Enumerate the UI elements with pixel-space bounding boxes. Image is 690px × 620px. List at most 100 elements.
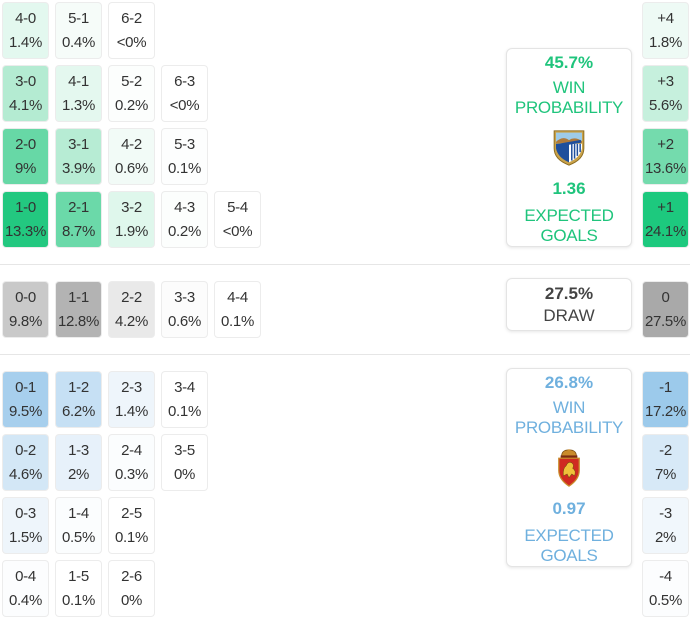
score-probability: 6.2% (62, 402, 95, 420)
score-cell: 5-2 0.2% (108, 65, 155, 122)
score-probability: 1.3% (62, 96, 95, 114)
away-win-label: PROBABILITY (514, 418, 624, 437)
margin-cell: +4 1.8% (642, 2, 689, 59)
margin-probability: 1.8% (649, 33, 682, 51)
score-probability: 0.6% (168, 312, 201, 330)
margin-label: -2 (659, 441, 672, 459)
score-probability: 0.1% (168, 159, 201, 177)
score-cell: 0-2 4.6% (2, 434, 49, 491)
score-cell: 4-1 1.3% (55, 65, 102, 122)
score-label: 6-2 (121, 9, 142, 27)
score-cell: 5-3 0.1% (161, 128, 208, 185)
score-probability: 4.2% (115, 312, 148, 330)
score-label: 1-2 (68, 378, 89, 396)
score-probability: 0.1% (115, 528, 148, 546)
score-probability: 4.6% (9, 465, 42, 483)
margin-cell: 0 27.5% (642, 281, 689, 338)
home-team-summary-card: 45.7% WIN PROBABILITY 1.36 EXPECTED GOAL… (506, 48, 632, 247)
score-cell: 3-5 0% (161, 434, 208, 491)
margin-cell: +2 13.6% (642, 128, 689, 185)
score-cell: 2-0 9% (2, 128, 49, 185)
score-label: 3-3 (174, 288, 195, 306)
score-probability: 0.2% (115, 96, 148, 114)
score-probability: 0.1% (62, 591, 95, 609)
score-probability: 0.4% (9, 591, 42, 609)
score-probability: 0.3% (115, 465, 148, 483)
score-cell: 2-5 0.1% (108, 497, 155, 554)
score-label: 4-2 (121, 135, 142, 153)
score-cell: 3-3 0.6% (161, 281, 208, 338)
margin-probability: 0.5% (649, 591, 682, 609)
score-label: 4-4 (227, 288, 248, 306)
margin-label: +4 (657, 9, 674, 27)
score-label: 3-0 (15, 72, 36, 90)
score-probability: 8.7% (62, 222, 95, 240)
real-zaragoza-crest-icon (558, 449, 580, 487)
score-label: 6-3 (174, 72, 195, 90)
away-expected-goals: 0.97 (552, 499, 586, 518)
margin-cell: -3 2% (642, 497, 689, 554)
score-label: 3-2 (121, 198, 142, 216)
score-label: 1-3 (68, 441, 89, 459)
score-cell: 3-4 0.1% (161, 371, 208, 428)
score-label: 0-4 (15, 567, 36, 585)
margin-cell: -2 7% (642, 434, 689, 491)
score-probability: 0.5% (62, 528, 95, 546)
home-xg-label: GOALS (540, 226, 598, 245)
score-label: 3-4 (174, 378, 195, 396)
score-label: 4-3 (174, 198, 195, 216)
score-probability: 9.8% (9, 312, 42, 330)
score-cell: 1-5 0.1% (55, 560, 102, 617)
score-label: 1-5 (68, 567, 89, 585)
score-cell: 4-3 0.2% (161, 191, 208, 248)
score-probability: 0% (173, 465, 196, 483)
score-label: 3-5 (174, 441, 195, 459)
score-cell: 3-2 1.9% (108, 191, 155, 248)
margin-label: -3 (659, 504, 672, 522)
draw-summary-card: 27.5% DRAW (506, 278, 632, 331)
score-label: 4-1 (68, 72, 89, 90)
score-probability: 9% (14, 159, 37, 177)
score-label: 4-0 (15, 9, 36, 27)
score-cell: 0-1 9.5% (2, 371, 49, 428)
score-cell: 2-3 1.4% (108, 371, 155, 428)
margin-label: 0 (661, 288, 670, 306)
score-probability: <0% (116, 33, 147, 51)
margin-probability: 27.5% (644, 312, 687, 330)
score-label: 0-3 (15, 504, 36, 522)
score-label: 5-1 (68, 9, 89, 27)
away-team-summary-card: 26.8% WIN PROBABILITY 0.97 EXPECTED GOAL… (506, 368, 632, 567)
score-cell: 3-1 3.9% (55, 128, 102, 185)
draw-probability: 27.5% (544, 283, 594, 303)
score-probability: 1.9% (115, 222, 148, 240)
margin-probability: 2% (654, 528, 677, 546)
score-label: 5-2 (121, 72, 142, 90)
score-label: 5-3 (174, 135, 195, 153)
section-divider (0, 264, 690, 265)
score-probability: 0.2% (168, 222, 201, 240)
home-win-label: PROBABILITY (514, 98, 624, 117)
score-probability: 0.4% (62, 33, 95, 51)
home-expected-goals: 1.36 (552, 179, 586, 198)
score-label: 2-5 (121, 504, 142, 522)
margin-cell: -4 0.5% (642, 560, 689, 617)
margin-label: +1 (657, 198, 674, 216)
score-probability: 4.1% (9, 96, 42, 114)
score-cell: 2-1 8.7% (55, 191, 102, 248)
score-probability: 0.1% (221, 312, 254, 330)
home-win-probability: 45.7% (544, 53, 594, 72)
margin-label: -1 (659, 378, 672, 396)
score-label: 2-6 (121, 567, 142, 585)
score-cell: 3-0 4.1% (2, 65, 49, 122)
score-probability: 0% (120, 591, 143, 609)
home-xg-label: EXPECTED (524, 206, 614, 225)
score-cell: 0-3 1.5% (2, 497, 49, 554)
score-cell: 0-0 9.8% (2, 281, 49, 338)
score-cell: 5-1 0.4% (55, 2, 102, 59)
margin-label: +3 (657, 72, 674, 90)
score-cell: 0-4 0.4% (2, 560, 49, 617)
score-probability: 3.9% (62, 159, 95, 177)
margin-probability: 17.2% (644, 402, 687, 420)
margin-cell: +3 5.6% (642, 65, 689, 122)
away-xg-label: GOALS (540, 546, 598, 565)
